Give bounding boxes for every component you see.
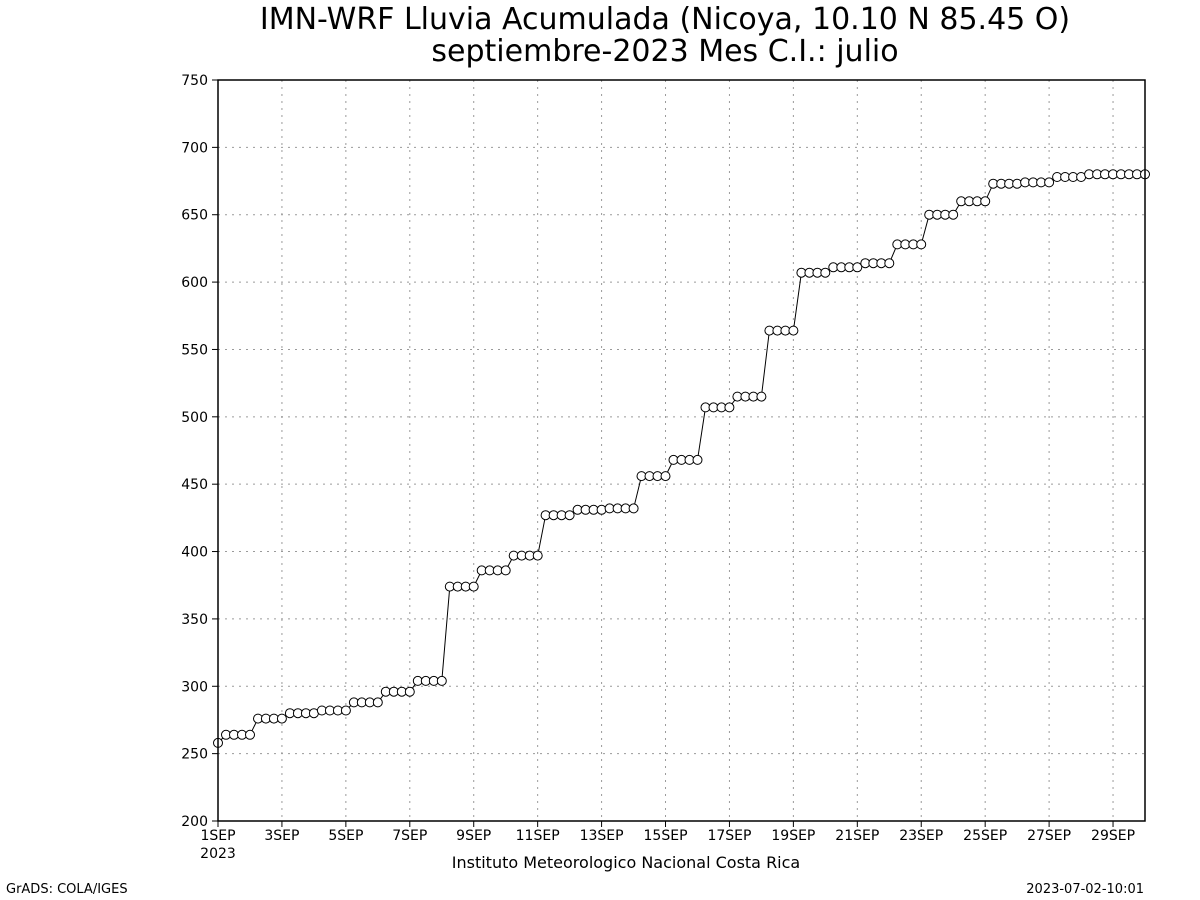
- data-point: [852, 262, 863, 273]
- data-point: [340, 705, 351, 716]
- y-tick-label: 500: [181, 410, 208, 426]
- institute-credit: Instituto Meteorologico Nacional Costa R…: [451, 853, 801, 872]
- x-tick-label: 13SEP: [580, 828, 624, 844]
- x-tick-label: 5SEP: [328, 828, 363, 844]
- chart-title: IMN-WRF Lluvia Acumulada (Nicoya, 10.10 …: [259, 2, 1071, 37]
- x-tick-label: 7SEP: [392, 828, 427, 844]
- data-point: [245, 729, 255, 740]
- y-tick-label: 300: [181, 679, 208, 695]
- y-tick-label: 350: [181, 612, 208, 628]
- y-tick-label: 550: [181, 342, 208, 358]
- data-point: [788, 325, 799, 336]
- data-point: [276, 713, 287, 724]
- data-point: [820, 267, 831, 278]
- y-tick-label: 200: [181, 814, 208, 830]
- y-tick-label: 600: [181, 275, 208, 291]
- data-point: [404, 686, 415, 697]
- data-point: [1044, 177, 1055, 188]
- data-point: [884, 258, 895, 269]
- footer-software: GrADS: COLA/IGES: [6, 882, 128, 897]
- y-tick-label: 750: [181, 73, 208, 89]
- chart-subtitle: septiembre-2023 Mes C.I.: julio: [431, 34, 899, 69]
- y-tick-label: 650: [181, 208, 208, 224]
- x-tick-label: 23SEP: [899, 828, 943, 844]
- footer-timestamp: 2023-07-02-10:01: [1026, 882, 1144, 897]
- data-point: [916, 239, 927, 250]
- data-point: [436, 675, 447, 686]
- data-point: [596, 504, 607, 515]
- y-tick-label: 450: [181, 477, 208, 493]
- x-tick-sublabel: 2023: [200, 846, 236, 862]
- data-point: [980, 196, 991, 207]
- x-tick-label: 11SEP: [516, 828, 560, 844]
- series-markers: [213, 169, 1150, 748]
- plot-frame: [217, 79, 1146, 822]
- x-tick-label: 17SEP: [707, 828, 751, 844]
- x-tick-label: 29SEP: [1091, 828, 1135, 844]
- x-tick-label: 27SEP: [1027, 828, 1071, 844]
- grid-lines: [218, 80, 1145, 821]
- data-point: [660, 471, 671, 482]
- data-point: [1012, 178, 1023, 189]
- y-tick-label: 400: [181, 545, 208, 561]
- data-point: [692, 454, 703, 465]
- x-tick-label: 3SEP: [264, 828, 299, 844]
- x-tick-label: 9SEP: [456, 828, 491, 844]
- data-point: [372, 697, 383, 708]
- y-tick-label: 700: [181, 140, 208, 156]
- data-point: [564, 510, 575, 521]
- x-tick-label: 19SEP: [771, 828, 815, 844]
- data-point: [628, 503, 639, 514]
- x-tick-label: 21SEP: [835, 828, 879, 844]
- x-tick-label: 25SEP: [963, 828, 1007, 844]
- data-point: [948, 209, 959, 220]
- x-tick-label: 1SEP: [200, 828, 235, 844]
- data-point: [532, 550, 543, 561]
- data-point: [756, 391, 767, 402]
- data-point: [724, 402, 735, 413]
- data-point: [500, 565, 511, 576]
- data-point: [468, 581, 479, 592]
- x-tick-label: 15SEP: [644, 828, 688, 844]
- y-tick-label: 250: [181, 747, 208, 763]
- axes: 200 250 300 350 400 450 500 550 600 650 700 750 1SEP…: [181, 73, 1135, 862]
